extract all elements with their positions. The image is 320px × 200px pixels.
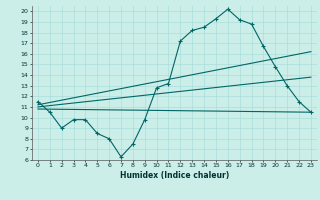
- X-axis label: Humidex (Indice chaleur): Humidex (Indice chaleur): [120, 171, 229, 180]
